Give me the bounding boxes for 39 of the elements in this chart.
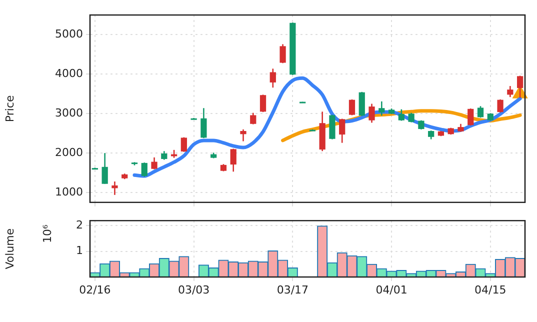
candlestick	[378, 100, 385, 116]
y-tick-label: 2	[76, 218, 83, 232]
candlestick	[507, 85, 514, 98]
y-axis-title: Price	[3, 95, 16, 122]
candlestick	[112, 180, 118, 196]
candlestick	[260, 94, 266, 113]
y-tick-label: 5000	[55, 28, 83, 41]
candlestick	[468, 108, 474, 126]
candlestick	[151, 156, 158, 170]
candlestick	[200, 107, 207, 139]
candlestick	[270, 68, 276, 88]
candlestick	[250, 112, 256, 125]
candlestick	[497, 98, 504, 114]
x-tick-label: 03/03	[178, 283, 210, 296]
x-tick-label: 04/15	[474, 283, 506, 296]
candlestick	[348, 98, 356, 116]
candlestick	[230, 148, 236, 172]
candlestick	[180, 136, 187, 153]
candlestick	[368, 103, 375, 124]
y-tick-label: 2000	[55, 146, 83, 159]
y-tick-label: 1	[76, 244, 83, 258]
candlestick	[408, 112, 414, 123]
candlestick	[102, 152, 108, 185]
text: 10⁶	[40, 224, 54, 244]
x-tick-label: 04/01	[376, 283, 408, 296]
y-axis-title: Volume	[3, 228, 16, 270]
candlestick	[358, 91, 365, 117]
y-tick-label: 1000	[55, 185, 83, 198]
y-tick-label: 4000	[55, 67, 83, 80]
y-tick-label: 3000	[55, 106, 83, 120]
candlestick	[329, 114, 336, 140]
candlestick	[280, 44, 286, 64]
candlestick	[339, 118, 346, 144]
x-tick-label: 03/17	[276, 283, 309, 296]
x-tick-label: 02/16	[79, 283, 111, 296]
candlestick	[240, 128, 246, 142]
candlestick	[516, 75, 524, 98]
candlestick	[477, 105, 484, 118]
candlestick	[141, 162, 148, 178]
